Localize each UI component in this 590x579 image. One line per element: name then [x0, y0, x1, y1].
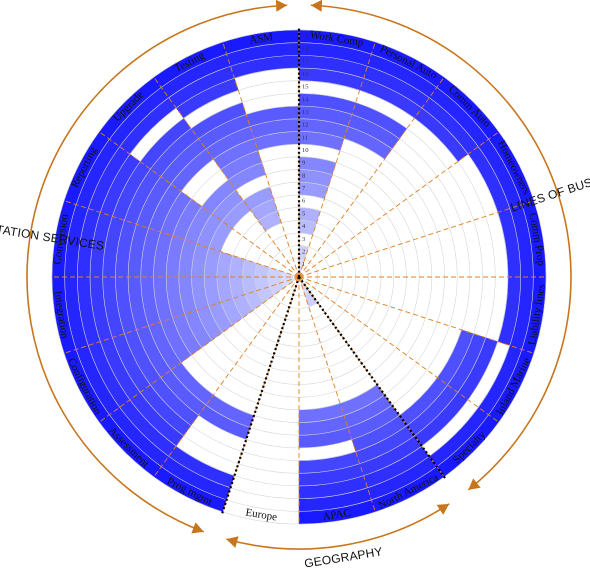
group-arc-arrowhead [310, 0, 323, 12]
ring-gridline [140, 118, 458, 436]
ring-number-label: 14 [302, 96, 309, 103]
ring-number-label: 4 [302, 223, 306, 230]
ring-number-label: 2 [302, 248, 305, 255]
spoke-line [63, 200, 300, 278]
ring-number-label: 9 [302, 160, 305, 167]
ring-number-label: 8 [302, 172, 305, 179]
ring-number-label: 19 [302, 33, 309, 40]
spoke-line [298, 131, 500, 278]
spoke-line [153, 276, 300, 478]
group-arc [226, 503, 450, 550]
category-label: ASM [249, 31, 275, 47]
spoke-line [98, 131, 300, 278]
segment-conversion-ring-3 [254, 263, 270, 278]
ring-number-label: 5 [302, 210, 305, 217]
group-arc-arrowhead [226, 536, 239, 548]
ring-gridline [229, 207, 369, 347]
ring-number-label: 15 [302, 84, 309, 91]
group-arc-arrowhead [468, 478, 481, 490]
group-arc [26, 4, 288, 533]
group-arc [310, 4, 572, 491]
ring-number-label: 11 [302, 134, 308, 141]
ring-number-label: 16 [302, 71, 309, 78]
spoke-line [298, 200, 535, 278]
spoke-line [98, 276, 300, 423]
ring-number-label: 13 [302, 109, 309, 116]
ring-number-label: 17 [302, 58, 309, 65]
group-dividers [221, 28, 447, 515]
spoke-line [298, 41, 376, 278]
ring-number-label: 12 [302, 122, 309, 129]
spoke-line [63, 276, 300, 354]
spoke-line [298, 276, 535, 354]
spoke-line [298, 276, 500, 423]
group-arcs [26, 0, 572, 550]
ring-number-label: 3 [302, 236, 305, 243]
category-label: APAC [322, 507, 352, 523]
spoke-line [153, 76, 300, 278]
spoke-line [222, 41, 300, 278]
ring-gridline [115, 93, 483, 461]
group-arc-arrowhead [436, 503, 450, 515]
group-divider [221, 276, 301, 515]
ring-number-label: 18 [302, 46, 309, 53]
group-divider [298, 276, 447, 480]
group-arc-arrowhead [275, 0, 288, 12]
ring-number-label: 7 [302, 185, 306, 192]
group-arc-arrowhead [191, 522, 204, 534]
spoke-line [298, 76, 445, 278]
ring-number-label: 1 [302, 261, 305, 268]
ring-number-label: 6 [302, 198, 306, 205]
category-label: Europe [245, 507, 278, 524]
spoke-line [298, 276, 376, 513]
ring-number-label: 10 [302, 147, 309, 154]
segments [51, 29, 547, 525]
ring-gridline [203, 181, 395, 373]
